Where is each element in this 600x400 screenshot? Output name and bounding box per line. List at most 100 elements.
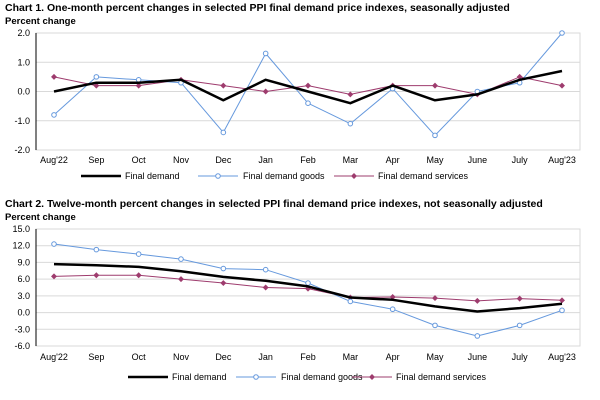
chart-2-x-tick-label: July [512, 352, 529, 362]
chart-2-point-final-demand-goods [389, 306, 396, 313]
legend-label-final-demand: Final demand [172, 372, 227, 382]
chart-1-point-final-demand-services [220, 82, 227, 89]
chart-2-point-final-demand-services [51, 273, 57, 280]
chart-1-legend-final-demand-goods: Final demand goods [198, 171, 325, 181]
chart-2-y-tick-label: 6.0 [17, 274, 30, 284]
legend-marker-final-demand-goods [215, 173, 221, 179]
chart-2-x-tick-label: Aug'22 [40, 352, 68, 362]
chart-1-y-tick-label: 1.0 [17, 57, 30, 67]
legend-marker-final-demand-services [351, 173, 357, 179]
chart-2-point-final-demand-goods [178, 256, 184, 262]
legend-marker-final-demand-services [369, 374, 375, 380]
chart-1-y-tick-label: -1.0 [14, 116, 30, 126]
chart-1-point-final-demand-services [262, 88, 269, 95]
chart-1-point-final-demand-services [305, 82, 311, 89]
chart-2-point-final-demand-goods [559, 307, 565, 314]
chart-1-point-final-demand-goods [93, 74, 100, 80]
legend-label-final-demand-goods: Final demand goods [243, 171, 325, 181]
chart-2-point-final-demand-services [474, 297, 481, 304]
chart-1-legend-final-demand-services: Final demand services [334, 171, 469, 181]
chart-2-point-final-demand-goods [432, 322, 438, 329]
chart-1-point-final-demand-services [347, 91, 354, 98]
chart-1-x-tick-label: Oct [132, 155, 147, 165]
chart-1-ylabel: Percent change [5, 16, 76, 27]
chart-2-x-tick-label: May [426, 352, 444, 362]
chart-2-x-tick-label: Oct [132, 352, 147, 362]
chart-2-x-tick-label: Aug'23 [548, 352, 576, 362]
chart-2-y-tick-label: -6.0 [14, 341, 30, 351]
chart-2-point-final-demand-services [432, 295, 438, 302]
chart-2-point-final-demand-goods [51, 241, 57, 247]
chart-2-y-tick-label: 9.0 [17, 257, 30, 267]
legend-label-final-demand-goods: Final demand goods [281, 372, 363, 382]
chart-1-series [51, 30, 565, 139]
chart-2-x-tick-label: Sep [88, 352, 104, 362]
chart-2-point-final-demand-services [559, 297, 565, 304]
chart-2-point-final-demand-goods [262, 266, 269, 273]
legend-label-final-demand-services: Final demand services [396, 372, 487, 382]
chart-1-x-tick-label: June [468, 155, 488, 165]
chart-2-point-final-demand-goods [347, 298, 354, 305]
chart-1-title: Chart 1. One-month percent changes in se… [5, 2, 510, 14]
chart-1-x-tick-label: May [426, 155, 444, 165]
chart-2-point-final-demand-goods [93, 246, 100, 253]
chart-2-legend: Final demand Final demand goods Final de… [128, 372, 487, 382]
chart-1-point-final-demand-goods [262, 50, 269, 57]
chart-2-y-tick-label: 12.0 [12, 241, 30, 251]
chart-2-x-tick-label: June [468, 352, 488, 362]
chart-1-legend: Final demand Final demand goods Final de… [81, 171, 469, 181]
chart-2-point-final-demand-services [220, 280, 227, 287]
chart-1-point-final-demand-services [432, 82, 438, 89]
chart-2-x-tick-label: Mar [343, 352, 359, 362]
chart-1-y-tick-label: 0.0 [17, 87, 30, 97]
chart-2-point-final-demand-services [93, 272, 100, 279]
chart-1-point-final-demand-goods [432, 132, 438, 139]
chart-1-x-tick-label: July [512, 155, 529, 165]
chart-2-point-final-demand-goods [474, 333, 481, 339]
chart-2-ylabel: Percent change [5, 212, 76, 223]
chart-2-point-final-demand-services [178, 276, 184, 283]
chart-2-point-final-demand-services [135, 272, 142, 279]
chart-2-point-final-demand-goods [516, 322, 523, 329]
chart-2-y-tick-label: 15.0 [12, 224, 30, 234]
chart-1-x-tick-label: Dec [215, 155, 232, 165]
chart-1-x-tick-label: Aug'23 [548, 155, 576, 165]
chart-2-legend-final-demand-goods: Final demand goods [236, 372, 363, 382]
chart-1-x-tick-label: Feb [300, 155, 316, 165]
chart-1-x-tick-label: Sep [88, 155, 104, 165]
legend-marker-final-demand-goods [253, 374, 259, 380]
chart-2: Chart 2. Twelve-month percent changes in… [5, 198, 581, 382]
chart-2-x-tick-label: Feb [300, 352, 316, 362]
chart-2-y-tick-label: -3.0 [14, 324, 30, 334]
chart-1-point-final-demand-goods [51, 112, 57, 118]
chart-2-gridlines [35, 228, 581, 347]
chart-2-y-ticks: 15.0 12.0 9.0 6.0 3.0 0.0 -3.0 -6.0 [12, 224, 30, 351]
chart-1-point-final-demand-goods [347, 120, 354, 127]
chart-1: Chart 1. One-month percent changes in se… [5, 2, 581, 181]
chart-2-point-final-demand-services [262, 284, 269, 291]
chart-2-x-ticks: Aug'22 Sep Oct Nov Dec Jan Feb Mar Apr May June Jul… [40, 352, 576, 362]
legend-label-final-demand: Final demand [125, 171, 180, 181]
chart-2-x-tick-label: Dec [215, 352, 232, 362]
chart-1-x-tick-label: Nov [173, 155, 190, 165]
chart-2-x-tick-label: Apr [386, 352, 400, 362]
chart-2-y-tick-label: 0.0 [17, 308, 30, 318]
chart-1-x-tick-label: Jan [258, 155, 273, 165]
chart-2-series-line-final-demand [53, 262, 563, 313]
chart-1-x-ticks: Aug'22 Sep Oct Nov Dec Jan Feb Mar Apr May June Jul… [40, 155, 576, 165]
chart-2-x-tick-label: Nov [173, 352, 190, 362]
chart-1-point-final-demand-services [51, 73, 57, 80]
chart-1-point-final-demand-goods [305, 100, 311, 106]
chart-1-y-ticks: 2.0 1.0 0.0 -1.0 -2.0 [14, 28, 30, 155]
chart-2-x-tick-label: Jan [258, 352, 273, 362]
chart-1-x-tick-label: Aug'22 [40, 155, 68, 165]
chart-2-point-final-demand-goods [135, 251, 142, 257]
chart-1-series-line-final-demand [53, 69, 563, 105]
chart-2-y-tick-label: 3.0 [17, 291, 30, 301]
chart-1-legend-final-demand: Final demand [81, 171, 180, 181]
chart-2-point-final-demand-goods [305, 280, 311, 286]
chart-1-y-tick-label: 2.0 [17, 28, 30, 38]
chart-2-point-final-demand-goods [220, 265, 227, 272]
chart-1-point-final-demand-services [559, 82, 565, 89]
